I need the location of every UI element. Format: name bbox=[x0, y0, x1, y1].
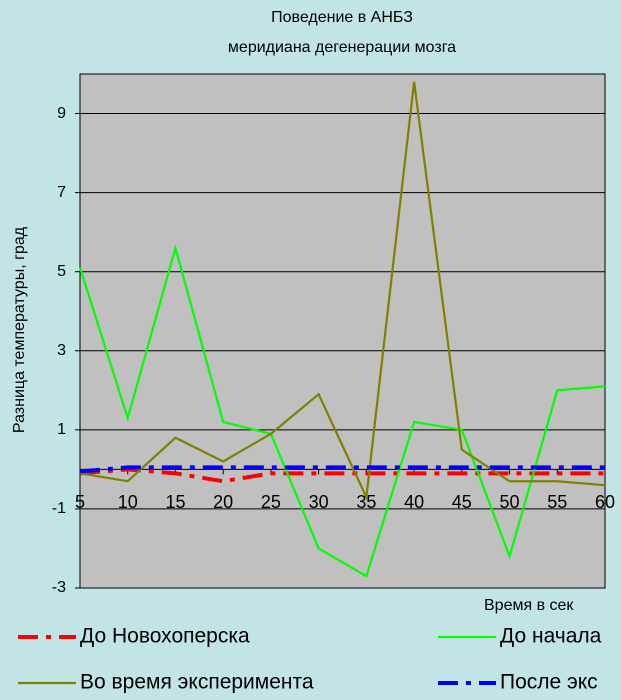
series-line bbox=[79, 465, 605, 474]
legend-label: После экс bbox=[500, 671, 598, 694]
x-tick-label: 35 bbox=[356, 492, 376, 512]
plot-area bbox=[79, 73, 606, 589]
y-tick-label: 9 bbox=[57, 105, 66, 122]
y-tick-label: 7 bbox=[57, 184, 66, 201]
x-tick-label: 55 bbox=[547, 492, 567, 512]
x-tick-label: 45 bbox=[452, 492, 472, 512]
x-tick-label: 60 bbox=[595, 492, 615, 512]
x-tick-label: 15 bbox=[165, 492, 185, 512]
legend-label: Во время эксперимента bbox=[80, 671, 314, 694]
y-tick-label: 5 bbox=[57, 263, 66, 280]
x-tick-label: 10 bbox=[118, 492, 138, 512]
x-tick-label: 5 bbox=[75, 492, 85, 512]
y-tick-label: -1 bbox=[52, 500, 66, 517]
chart-title: Поведение в АНБЗ bbox=[271, 9, 413, 26]
series-line bbox=[78, 243, 606, 578]
y-axis-label: Разница температуры, град bbox=[11, 226, 28, 433]
legend-label: До начала bbox=[500, 625, 602, 648]
y-tick-label: 1 bbox=[57, 421, 66, 438]
series-line bbox=[79, 467, 605, 484]
legend-label: До Новохоперска bbox=[80, 625, 250, 648]
x-tick-label: 30 bbox=[309, 492, 329, 512]
y-tick-label: 3 bbox=[57, 342, 66, 359]
x-tick-label: 20 bbox=[213, 492, 233, 512]
series-line bbox=[79, 81, 606, 502]
x-tick-label: 50 bbox=[500, 492, 520, 512]
x-tick-label: 40 bbox=[404, 492, 424, 512]
y-tick-label: -3 bbox=[52, 579, 66, 596]
x-axis-label: Время в сек bbox=[484, 597, 574, 614]
chart-subtitle: меридиана дегенерации мозга bbox=[228, 39, 456, 56]
x-tick-label: 25 bbox=[261, 492, 281, 512]
